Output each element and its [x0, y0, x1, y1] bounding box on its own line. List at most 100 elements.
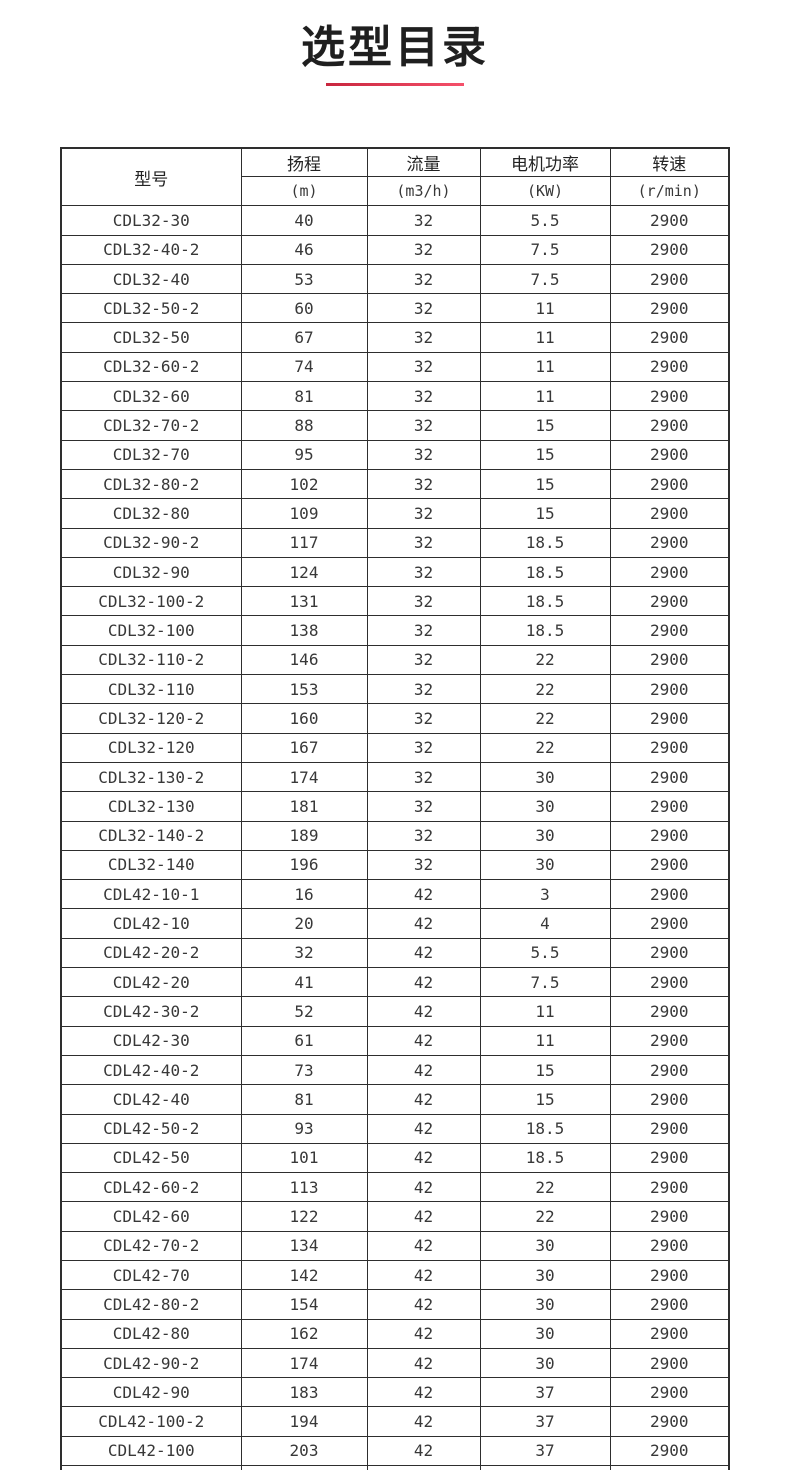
model-cell: CDL32-90	[60, 556, 242, 588]
flow-cell: 42	[366, 996, 481, 1027]
speed-cell	[609, 1465, 730, 1470]
speed-cell: 2900	[609, 1113, 730, 1144]
head-cell: 183	[240, 1377, 368, 1408]
speed-cell: 2900	[609, 908, 730, 939]
model-cell: CDL42-70-2	[60, 1230, 242, 1261]
table-row: CDL32-110-2 146 32 22 2900	[60, 644, 730, 676]
power-cell: 3	[479, 879, 611, 910]
speed-cell: 2900	[609, 322, 730, 353]
table-row	[60, 1465, 730, 1470]
speed-cell: 2900	[609, 674, 730, 705]
power-cell: 37	[479, 1377, 611, 1408]
speed-cell: 2900	[609, 937, 730, 969]
flow-cell: 32	[366, 849, 481, 881]
speed-cell: 2900	[609, 1347, 730, 1379]
power-cell: 15	[479, 410, 611, 441]
speed-cell: 2900	[609, 1318, 730, 1349]
table-row: CDL42-100-2 194 42 37 2900	[60, 1406, 730, 1437]
flow-cell: 42	[366, 1025, 481, 1056]
model-cell: CDL42-80	[60, 1318, 242, 1349]
table-row: CDL42-60 122 42 22 2900	[60, 1201, 730, 1232]
head-cell: 146	[240, 644, 368, 676]
table-row: CDL42-90-2 174 42 30 2900	[60, 1347, 730, 1379]
flow-cell: 32	[366, 410, 481, 441]
flow-cell: 42	[366, 1201, 481, 1232]
power-cell: 11	[479, 381, 611, 412]
power-cell: 30	[479, 1230, 611, 1261]
speed-cell: 2900	[609, 468, 730, 500]
head-cell: 95	[240, 439, 368, 470]
table-row: CDL32-60 81 32 11 2900	[60, 381, 730, 412]
model-cell: CDL32-80-2	[60, 468, 242, 500]
model-cell: CDL32-140-2	[60, 820, 242, 851]
power-cell: 30	[479, 849, 611, 881]
power-cell: 22	[479, 732, 611, 763]
power-cell: 7.5	[479, 967, 611, 998]
speed-cell: 2900	[609, 1406, 730, 1437]
speed-cell: 2900	[609, 381, 730, 412]
model-cell: CDL32-40-2	[60, 234, 242, 265]
power-cell: 22	[479, 644, 611, 676]
power-cell: 15	[479, 1054, 611, 1086]
speed-cell: 2900	[609, 351, 730, 383]
power-cell: 18.5	[479, 586, 611, 617]
table-row: CDL32-120 167 32 22 2900	[60, 732, 730, 763]
flow-cell: 42	[366, 1259, 481, 1291]
flow-cell: 32	[366, 556, 481, 588]
head-cell: 81	[240, 1084, 368, 1115]
flow-cell: 32	[366, 468, 481, 500]
head-cell: 41	[240, 967, 368, 998]
title-underline	[326, 82, 464, 86]
speed-cell: 2900	[609, 1289, 730, 1320]
head-cell: 153	[240, 674, 368, 705]
model-cell: CDL32-70-2	[60, 410, 242, 441]
table-row: CDL32-80 109 32 15 2900	[60, 498, 730, 529]
speed-cell: 2900	[609, 849, 730, 881]
flow-cell: 32	[366, 732, 481, 763]
table-row: CDL42-100 203 42 37 2900	[60, 1435, 730, 1467]
speed-cell: 2900	[609, 1201, 730, 1232]
speed-cell: 2900	[609, 967, 730, 998]
speed-cell: 2900	[609, 556, 730, 588]
model-cell: CDL42-60	[60, 1201, 242, 1232]
power-cell: 18.5	[479, 615, 611, 646]
model-cell: CDL32-130	[60, 791, 242, 822]
power-cell	[479, 1465, 611, 1470]
flow-cell: 42	[366, 1230, 481, 1261]
speed-cell: 2900	[609, 644, 730, 676]
model-cell: CDL42-40	[60, 1084, 242, 1115]
speed-cell: 2900	[609, 879, 730, 910]
table-row: CDL32-30 40 32 5.5 2900	[60, 205, 730, 236]
flow-cell: 32	[366, 586, 481, 617]
model-cell: CDL42-10	[60, 908, 242, 939]
column-header-power: 电机功率	[479, 147, 611, 178]
model-cell: CDL42-80-2	[60, 1289, 242, 1320]
speed-cell: 2900	[609, 1435, 730, 1467]
table-row: CDL42-40 81 42 15 2900	[60, 1084, 730, 1115]
model-cell: CDL42-100	[60, 1435, 242, 1467]
speed-cell: 2900	[609, 1142, 730, 1174]
flow-cell	[366, 1465, 481, 1470]
model-cell: CDL42-40-2	[60, 1054, 242, 1086]
head-cell: 53	[240, 263, 368, 295]
speed-cell: 2900	[609, 263, 730, 295]
head-cell: 46	[240, 234, 368, 265]
speed-cell: 2900	[609, 1259, 730, 1291]
head-cell: 154	[240, 1289, 368, 1320]
speed-cell: 2900	[609, 703, 730, 734]
head-cell: 32	[240, 937, 368, 969]
model-cell: CDL32-100	[60, 615, 242, 646]
power-cell: 15	[479, 468, 611, 500]
model-cell: CDL32-90-2	[60, 527, 242, 558]
head-cell: 61	[240, 1025, 368, 1056]
flow-cell: 32	[366, 791, 481, 822]
flow-cell: 42	[366, 1377, 481, 1408]
head-cell: 160	[240, 703, 368, 734]
speed-cell: 2900	[609, 527, 730, 558]
page-title: 选型目录	[301, 23, 489, 72]
model-cell: CDL32-40	[60, 263, 242, 295]
head-cell: 117	[240, 527, 368, 558]
power-cell: 30	[479, 1318, 611, 1349]
power-cell: 22	[479, 1172, 611, 1203]
table-header: 型号 扬程 流量 电机功率 转速 (m) (m3/h) (KW) (r/min)	[60, 147, 730, 207]
